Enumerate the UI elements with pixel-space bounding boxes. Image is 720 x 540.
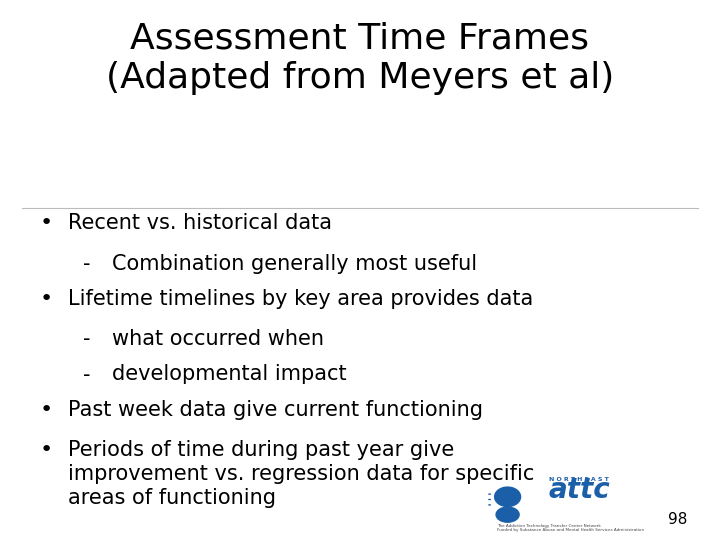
Text: •: • — [40, 440, 53, 460]
Text: Past week data give current functioning: Past week data give current functioning — [68, 400, 483, 420]
Text: Lifetime timelines by key area provides data: Lifetime timelines by key area provides … — [68, 289, 534, 309]
Text: •: • — [40, 213, 53, 233]
Ellipse shape — [496, 507, 519, 522]
Text: what occurred when: what occurred when — [112, 329, 323, 349]
Text: 98: 98 — [668, 511, 688, 526]
Text: Assessment Time Frames
(Adapted from Meyers et al): Assessment Time Frames (Adapted from Mey… — [106, 22, 614, 95]
Text: •: • — [40, 400, 53, 420]
Text: -: - — [83, 364, 90, 384]
Circle shape — [495, 487, 521, 507]
Text: -: - — [83, 254, 90, 274]
Text: The Addiction Technology Transfer Center Network
Funded by Substance Abuse and M: The Addiction Technology Transfer Center… — [497, 524, 644, 532]
Text: developmental impact: developmental impact — [112, 364, 346, 384]
Text: Periods of time during past year give
improvement vs. regression data for specif: Periods of time during past year give im… — [68, 440, 535, 508]
Text: -: - — [83, 329, 90, 349]
Text: Recent vs. historical data: Recent vs. historical data — [68, 213, 333, 233]
Text: attc: attc — [549, 476, 611, 504]
Text: Combination generally most useful: Combination generally most useful — [112, 254, 477, 274]
Text: N O R T H E A S T: N O R T H E A S T — [549, 477, 608, 482]
Text: •: • — [40, 289, 53, 309]
